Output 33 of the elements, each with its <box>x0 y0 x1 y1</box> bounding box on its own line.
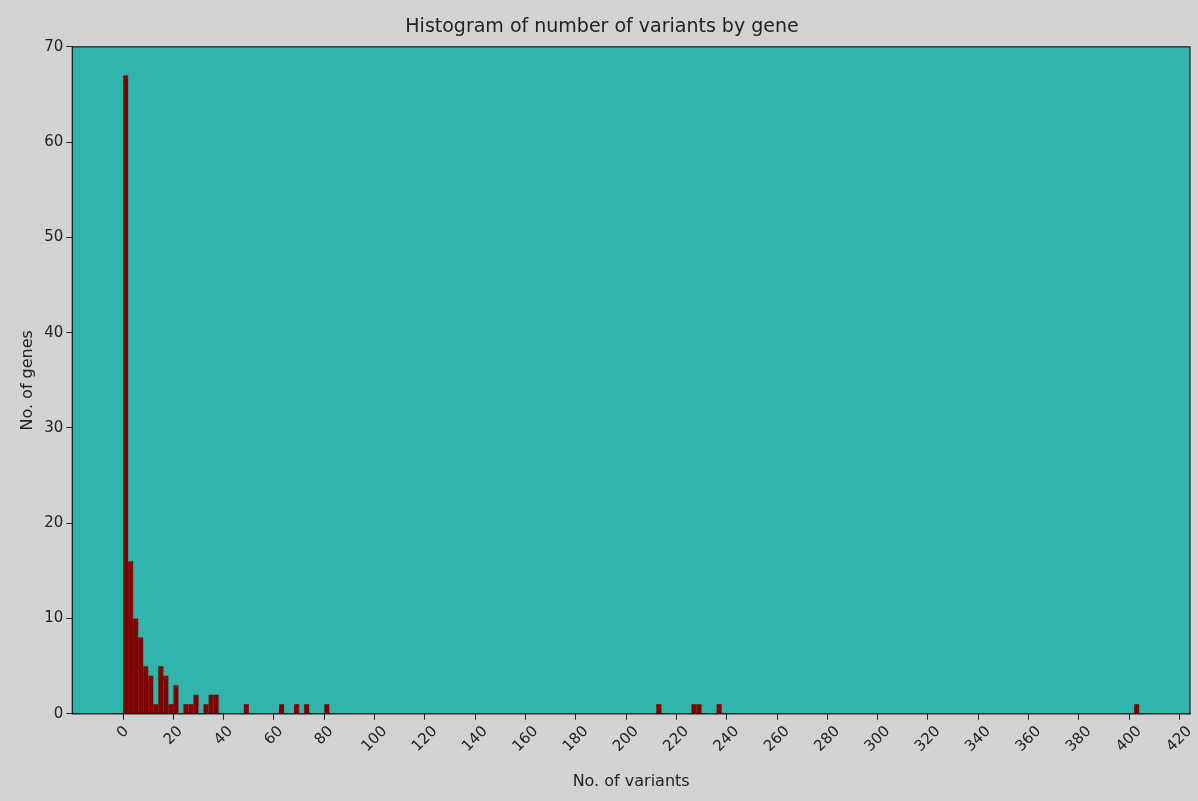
x-tick-label: 100 <box>357 721 391 755</box>
x-tick-label: 20 <box>159 721 186 749</box>
x-tick-label: 60 <box>260 721 287 749</box>
y-tick-label: 60 <box>44 131 64 150</box>
x-tick-label: 320 <box>910 721 944 755</box>
x-tick-label: 200 <box>608 721 642 755</box>
y-tick-label: 20 <box>44 513 64 532</box>
y-tick-label: 10 <box>44 608 64 627</box>
y-axis-title: No. of genes <box>16 330 36 431</box>
y-tick-label: 0 <box>53 703 64 722</box>
x-tick-label: 300 <box>860 721 894 755</box>
x-tick-label: 340 <box>960 721 994 755</box>
x-tick-label: 180 <box>558 721 592 755</box>
x-tick-label: 220 <box>659 721 693 755</box>
x-tick-label: 360 <box>1011 721 1045 755</box>
x-tick-label: 120 <box>407 721 441 755</box>
y-tick-label: 70 <box>44 36 64 55</box>
x-axis-title: No. of variants <box>572 770 690 790</box>
x-tick-label: 280 <box>810 721 844 755</box>
x-tick-label: 420 <box>1162 721 1196 755</box>
x-tick-label: 40 <box>209 721 237 749</box>
y-tick-label: 50 <box>44 227 64 246</box>
x-tick-label: 240 <box>709 721 743 755</box>
x-tick-label: 160 <box>508 721 542 755</box>
y-tick-label: 30 <box>44 417 64 436</box>
x-tick-label: 260 <box>759 721 793 755</box>
x-tick-label: 80 <box>310 721 337 749</box>
x-tick-label: 400 <box>1111 721 1145 755</box>
x-tick-label: 380 <box>1061 721 1095 755</box>
x-tick-label: 140 <box>457 721 491 755</box>
chart-title: Histogram of number of variants by gene <box>405 14 799 37</box>
x-tick-label: 0 <box>112 721 133 742</box>
y-tick-label: 40 <box>44 322 64 341</box>
